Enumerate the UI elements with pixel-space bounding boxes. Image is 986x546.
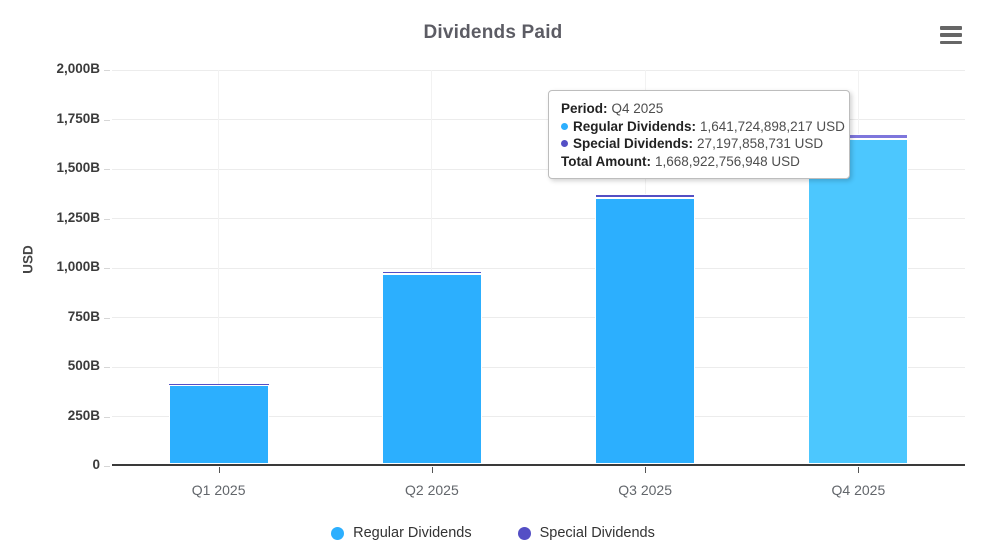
tooltip-period-line: Period: Q4 2025 [561, 100, 837, 118]
tooltip-special-line: Special Dividends: 27,197,858,731 USD [561, 135, 837, 153]
x-axis-tick [645, 467, 647, 473]
tooltip-series-label: Regular Dividends: [573, 118, 697, 134]
y-axis-label: 750B [67, 308, 100, 324]
x-axis-label: Q2 2025 [405, 482, 459, 498]
tooltip-period-label: Period: [561, 101, 608, 116]
gridline-horizontal [112, 218, 965, 219]
y-axis-tick [104, 218, 110, 220]
tooltip-series-label: Special Dividends: [573, 136, 694, 151]
gridline-horizontal [112, 317, 965, 318]
y-axis-label: 1,250B [56, 209, 100, 225]
circle-marker-icon [517, 526, 531, 540]
bar-segment-regular-dividends-q4-2025[interactable] [808, 138, 909, 464]
menu-bar [940, 40, 962, 44]
x-axis-tick [431, 467, 433, 473]
bar-segment-special-dividends-q3-2025[interactable] [595, 194, 696, 199]
chart-title: Dividends Paid [423, 22, 563, 43]
bar-segment-regular-dividends-q3-2025[interactable] [595, 198, 696, 464]
gridline-horizontal [112, 416, 965, 417]
y-axis-label: 1,500B [56, 160, 100, 175]
x-axis-tick [858, 467, 860, 473]
x-axis-tick [218, 467, 220, 473]
y-axis-tick [104, 70, 110, 71]
gridline-horizontal [112, 69, 965, 71]
y-axis-label: 0 [92, 457, 100, 472]
y-axis-tick [104, 169, 110, 170]
y-axis-label: 500B [67, 358, 100, 373]
tooltip-regular-line: Regular Dividends: 1,641,724,898,217 USD [561, 118, 845, 136]
y-axis-label: 1,000B [56, 259, 100, 274]
legend-item-regular-dividends[interactable]: Regular Dividends [331, 525, 472, 541]
gridline-vertical [218, 70, 220, 464]
y-axis-tick [104, 367, 110, 368]
y-axis-label: 1,750B [56, 110, 100, 126]
x-axis-label: Q3 2025 [618, 482, 672, 498]
x-axis-label: Q1 2025 [191, 482, 246, 498]
y-axis-tick [104, 466, 110, 467]
bar-segment-regular-dividends-q1-2025[interactable] [168, 385, 269, 464]
tooltip-series-value: 1,641,724,898,217 USD [700, 118, 845, 134]
tooltip-total-line: Total Amount: 1,668,922,756,948 USD [561, 153, 837, 171]
tooltip-total-label: Total Amount: [561, 153, 651, 169]
tooltip-period-value: Q4 2025 [611, 101, 664, 116]
x-axis-label: Q4 2025 [831, 482, 886, 498]
bar-segment-regular-dividends-q2-2025[interactable] [381, 273, 482, 464]
tooltip: Period: Q4 2025 Regular Dividends: 1,641,7… [548, 90, 850, 179]
y-axis-label: 250B [67, 407, 100, 423]
y-axis-tick [104, 416, 110, 418]
menu-bar [940, 26, 962, 30]
hamburger-menu-icon[interactable] [940, 26, 962, 44]
bar-segment-special-dividends-q2-2025[interactable] [381, 270, 482, 274]
y-axis-tick [104, 119, 110, 121]
gridline-horizontal [112, 267, 965, 269]
y-axis-label: 2,000B [56, 61, 100, 76]
y-axis-tick [104, 268, 110, 269]
gridline-vertical [431, 70, 433, 464]
bar-segment-special-dividends-q1-2025[interactable] [168, 384, 269, 385]
regular-dividends-bullet-icon [561, 122, 568, 130]
tooltip-series-value: 27,197,858,731 USD [697, 136, 824, 151]
circle-marker-icon [331, 526, 345, 540]
special-dividends-bullet-icon [561, 140, 568, 147]
menu-bar [940, 33, 962, 37]
plot-area [112, 69, 965, 466]
gridline-horizontal [112, 168, 965, 170]
gridline-horizontal [112, 119, 965, 120]
legend-label: Special Dividends [539, 525, 655, 541]
legend-item-special-dividends[interactable]: Special Dividends [517, 525, 655, 541]
gridline-horizontal [112, 366, 965, 368]
legend-label: Regular Dividends [353, 525, 472, 541]
legend: Regular Dividends Special Dividends [0, 525, 986, 541]
y-axis-tick [104, 317, 110, 319]
tooltip-total-value: 1,668,922,756,948 USD [654, 153, 800, 169]
